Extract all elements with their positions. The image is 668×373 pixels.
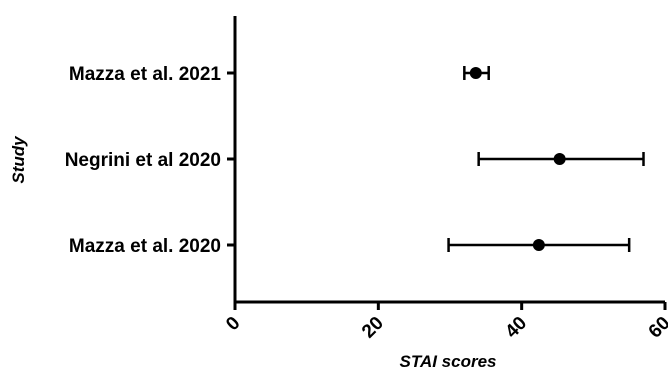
point-0 — [469, 67, 482, 79]
point-1 — [553, 153, 566, 165]
x-tick-label-40: 40 — [501, 313, 531, 343]
study-label-2: Mazza et al. 2020 — [69, 236, 221, 257]
axes — [227, 16, 667, 310]
study-label-0: Mazza et al. 2021 — [69, 64, 222, 85]
x-axis-title: STAI scores — [399, 352, 496, 371]
point-2 — [532, 239, 545, 251]
y-axis-title: Study — [9, 135, 28, 184]
data-marks — [447, 66, 645, 252]
x-tick-label-20: 20 — [358, 313, 388, 343]
x-tick-label-0: 0 — [222, 313, 244, 335]
x-tick-label-60: 60 — [645, 313, 668, 343]
study-label-1: Negrini et al 2020 — [65, 150, 221, 171]
labels: 0 20 40 60 Mazza et al. 2021 Negrini et al 20… — [9, 64, 668, 371]
